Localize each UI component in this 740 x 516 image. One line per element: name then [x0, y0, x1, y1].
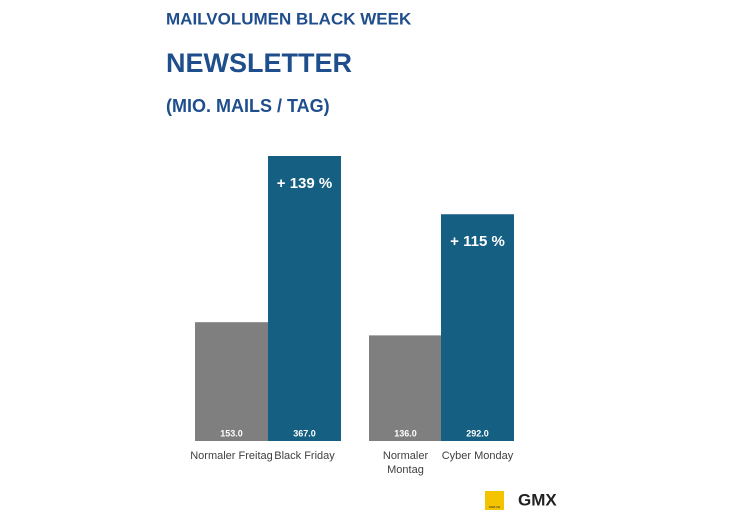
category-label: Normaler Montag: [382, 450, 429, 476]
chart-title: MAILVOLUMEN BLACK WEEK: [166, 9, 412, 28]
annotation: + 139 %: [277, 175, 332, 192]
value-label: 136.0: [394, 428, 417, 438]
webde-logo-text: WEB.DE: [489, 505, 501, 509]
category-label: Cyber Monday: [441, 450, 514, 462]
chart-subtitle: NEWSLETTER: [166, 48, 352, 78]
unit-label: (MIO. MAILS / TAG): [166, 96, 330, 116]
value-label: 367.0: [293, 428, 316, 438]
bar: [195, 322, 268, 441]
value-label: 292.0: [466, 428, 489, 438]
gmx-logo: GMX: [518, 490, 557, 509]
category-label: Black Friday: [274, 450, 335, 462]
value-label: 153.0: [220, 428, 243, 438]
bar: [268, 156, 341, 441]
annotation: + 115 %: [450, 233, 505, 250]
category-label: Normaler Freitag: [190, 450, 273, 462]
webde-logo: [485, 491, 504, 510]
bar: [369, 335, 442, 441]
bar: [441, 214, 514, 441]
